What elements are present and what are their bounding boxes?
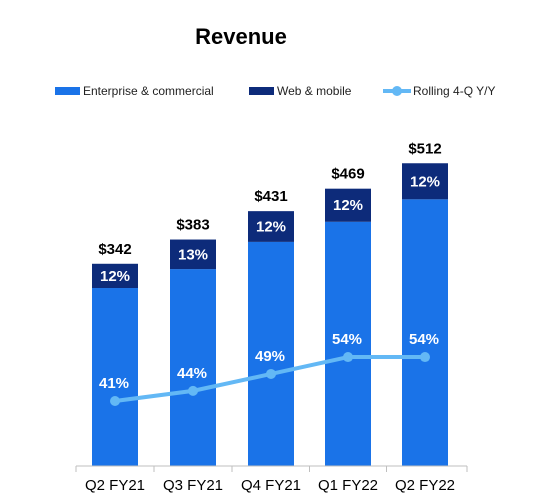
rolling-yoy-label-4: 54% xyxy=(409,331,439,348)
bar-web-mobile-3 xyxy=(325,188,371,222)
total-value-label-2: $431 xyxy=(254,188,287,205)
web-mobile-pct-label-4: 12% xyxy=(410,173,440,190)
legend-label-web-mobile: Web & mobile xyxy=(277,84,352,98)
legend-marker-rolling xyxy=(392,86,402,96)
legend-swatch-web-mobile xyxy=(249,87,274,95)
x-axis-ticks: Q2 FY21 Q3 FY21 Q4 FY21 Q1 FY22 Q2 FY22 xyxy=(75,466,468,494)
web-mobile-pct-label-1: 13% xyxy=(178,246,208,263)
total-value-label-0: $342 xyxy=(98,241,131,258)
line-layer xyxy=(110,352,430,406)
legend-label-rolling: Rolling 4-Q Y/Y xyxy=(413,84,495,98)
x-tick-label-4: Q2 FY22 xyxy=(395,477,455,494)
x-tick-label-1: Q3 FY21 xyxy=(163,477,223,494)
web-mobile-pct-label-0: 12% xyxy=(100,268,130,285)
rolling-yoy-point-1 xyxy=(188,385,198,396)
legend-label-enterprise: Enterprise & commercial xyxy=(83,84,214,98)
total-value-label-1: $383 xyxy=(176,217,209,234)
legend-swatch-enterprise xyxy=(55,87,80,95)
rolling-yoy-point-4 xyxy=(420,352,430,363)
bar-web-mobile-1 xyxy=(170,239,216,270)
rolling-yoy-point-3 xyxy=(343,352,353,363)
rolling-yoy-label-1: 44% xyxy=(177,365,207,382)
bar-enterprise-2 xyxy=(248,241,294,466)
rolling-yoy-label-2: 49% xyxy=(255,348,285,365)
bar-web-mobile-4 xyxy=(402,163,448,200)
total-value-label-4: $512 xyxy=(408,140,441,157)
bars-layer xyxy=(92,163,448,466)
bar-enterprise-4 xyxy=(402,199,448,466)
rolling-yoy-label-3: 54% xyxy=(332,331,362,348)
x-tick-label-0: Q2 FY21 xyxy=(85,477,145,494)
total-value-label-3: $469 xyxy=(331,166,364,183)
web-mobile-pct-label-3: 12% xyxy=(333,197,363,214)
bar-enterprise-3 xyxy=(325,221,371,466)
bar-web-mobile-2 xyxy=(248,211,294,242)
x-tick-label-2: Q4 FY21 xyxy=(241,477,301,494)
rolling-yoy-point-0 xyxy=(110,396,120,406)
x-tick-label-3: Q1 FY22 xyxy=(318,477,378,494)
bar-web-mobile-0 xyxy=(92,263,138,289)
bar-enterprise-0 xyxy=(92,288,138,466)
rolling-yoy-label-0: 41% xyxy=(99,375,129,392)
rolling-yoy-point-2 xyxy=(266,368,276,379)
bar-enterprise-1 xyxy=(170,269,216,466)
legend: Enterprise & commercial Web & mobile Rol… xyxy=(55,84,495,98)
chart-title: Revenue xyxy=(195,24,287,49)
web-mobile-pct-label-2: 12% xyxy=(256,219,286,236)
labels-layer: 12% $342 13% $383 12% $431 12% $469 12% $512 41% 44… xyxy=(98,140,441,392)
